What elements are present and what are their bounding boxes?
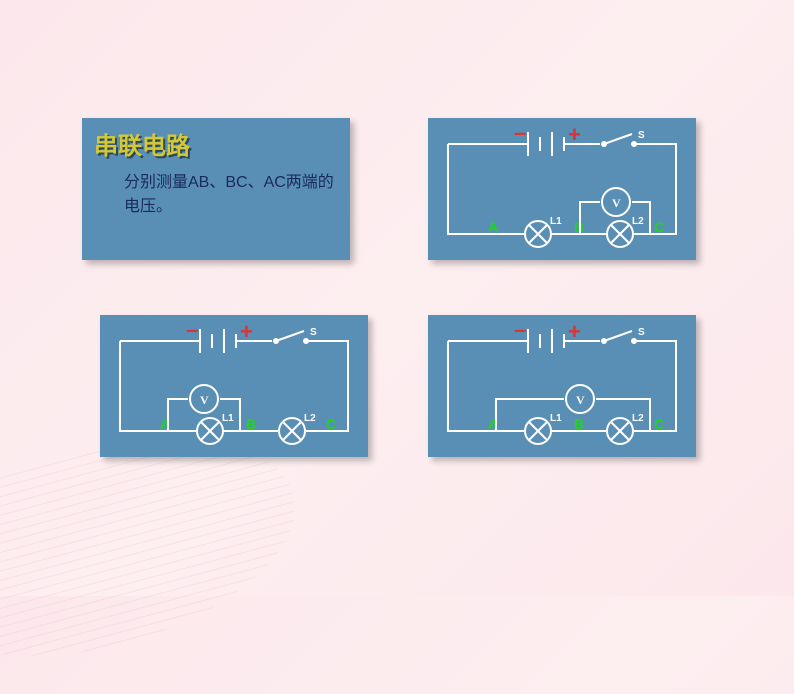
lamp-l1: L1 [197,413,234,444]
svg-text:V: V [200,393,209,407]
node-c: C [654,219,664,235]
circuit-diagram-ac: – + S L1 L2 A B C V [428,315,696,457]
lamp-l2: L2 [279,413,316,444]
svg-text:V: V [612,196,621,210]
battery-plus: + [240,319,253,344]
circuit-diagram-ab: – + S L1 L2 A B C V [100,315,368,457]
node-b: B [574,416,584,432]
svg-text:L2: L2 [632,216,644,227]
node-c: C [654,416,664,432]
svg-text:L1: L1 [550,216,562,227]
circuit-diagram-bc: – + S L1 L2 A B C V [428,118,696,260]
node-c: C [326,416,336,432]
lamp-l1: L1 [525,216,562,247]
switch-label: S [638,130,645,141]
svg-text:L2: L2 [304,413,316,424]
svg-text:L1: L1 [222,413,234,424]
panel-description: 分别测量AB、BC、AC两端的电压。 [94,171,338,219]
switch-label: S [310,327,317,338]
svg-text:L1: L1 [550,413,562,424]
switch-label: S [638,327,645,338]
text-panel: 串联电路 分别测量AB、BC、AC两端的电压。 [82,118,350,260]
battery-minus: – [186,317,198,342]
battery-minus: – [514,317,526,342]
node-b: B [246,416,256,432]
battery-plus: + [568,122,581,147]
lamp-l2: L2 [607,413,644,444]
panel-title: 串联电路 [94,126,338,161]
battery-minus: – [514,120,526,145]
svg-text:V: V [576,393,585,407]
battery-plus: + [568,319,581,344]
svg-text:L2: L2 [632,413,644,424]
lamp-l1: L1 [525,413,562,444]
lamp-l2: L2 [607,216,644,247]
node-a: A [488,219,498,235]
